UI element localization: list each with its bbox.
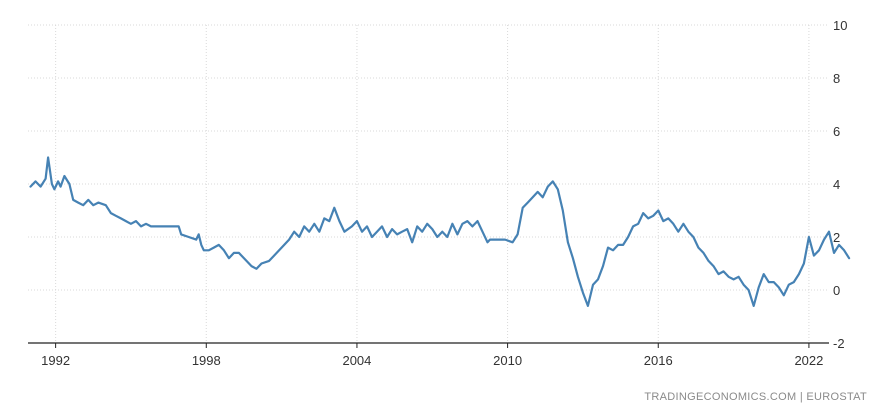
grid-lines (28, 24, 829, 343)
x-tick-label: 1998 (192, 353, 221, 368)
y-tick-label: 0 (833, 283, 840, 298)
y-tick-label: -2 (833, 336, 845, 351)
y-tick-label: 4 (833, 177, 840, 192)
x-tick-label: 2004 (342, 353, 371, 368)
y-tick-label: 2 (833, 230, 840, 245)
x-axis-tick-labels: 1992 1998 2004 2010 2016 2022 (41, 353, 823, 368)
y-tick-label: 8 (833, 71, 840, 86)
x-tick-label: 1992 (41, 353, 70, 368)
source-attribution: TRADINGECONOMICS.COM | EUROSTAT (644, 391, 867, 403)
series-line (29, 156, 851, 307)
x-tick-label: 2016 (644, 353, 673, 368)
series-layer (29, 156, 851, 307)
y-axis-tick-labels: -2 0 2 4 6 8 10 (833, 18, 847, 351)
y-tick-label: 10 (833, 18, 847, 33)
x-tick-label: 2010 (493, 353, 522, 368)
y-tick-label: 6 (833, 124, 840, 139)
x-tick-label: 2022 (794, 353, 823, 368)
x-axis (28, 342, 829, 348)
